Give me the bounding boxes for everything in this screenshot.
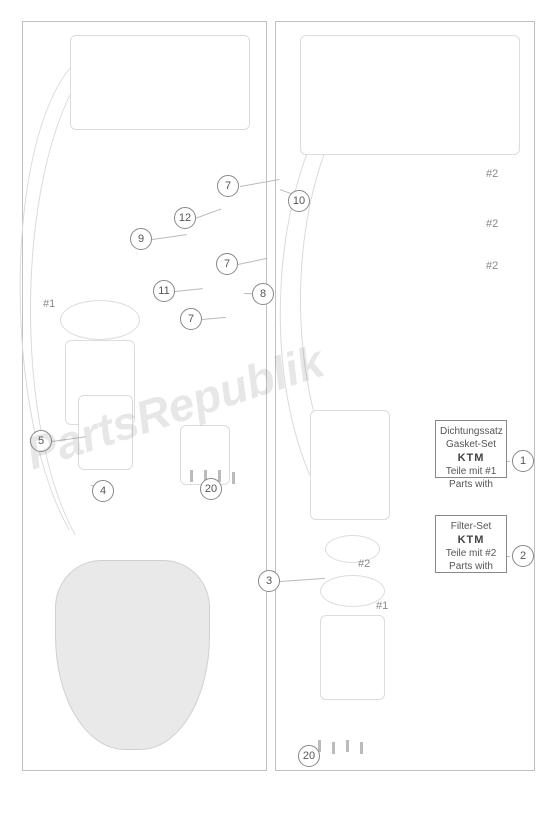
info-box-0: DichtungssatzGasket-SetKTMTeile mit #1Pa… (435, 420, 507, 478)
hash-ref-1: #1 (376, 600, 388, 612)
part-top-right-connector-lines (300, 35, 520, 155)
callout-20[interactable]: 20 (298, 745, 320, 767)
part-right-pump-assy (310, 410, 390, 520)
callout-7[interactable]: 7 (180, 308, 202, 330)
hash-ref-1: #1 (43, 298, 55, 310)
brand-logo: KTM (440, 451, 502, 465)
callout-7[interactable]: 7 (216, 253, 238, 275)
info-line: Teile mit #2 (440, 547, 502, 560)
callout-4[interactable]: 4 (92, 480, 114, 502)
info-line: Dichtungssatz (440, 425, 502, 438)
callout-1[interactable]: 1 (512, 450, 534, 472)
callout-2[interactable]: 2 (512, 545, 534, 567)
callout-5[interactable]: 5 (30, 430, 52, 452)
callout-8[interactable]: 8 (252, 283, 274, 305)
screw-5 (332, 742, 335, 754)
hash-ref-2: #2 (486, 260, 498, 272)
screw-3 (232, 472, 235, 484)
brand-logo: KTM (440, 533, 502, 547)
part-filter-sleeve (320, 615, 385, 700)
screw-0 (190, 470, 193, 482)
part-pump-top-oval (60, 300, 140, 340)
info-line: Filter-Set (440, 520, 502, 533)
hash-ref-2: #2 (486, 218, 498, 230)
callout-11[interactable]: 11 (153, 280, 175, 302)
info-line: Parts with (440, 478, 502, 491)
callout-7[interactable]: 7 (217, 175, 239, 197)
info-box-1: Filter-SetKTMTeile mit #2Parts with (435, 515, 507, 573)
part-filter-inset (78, 395, 133, 470)
info-line: Teile mit #1 (440, 465, 502, 478)
part-gasket-ring-2 (325, 535, 380, 563)
screw-6 (346, 740, 349, 752)
callout-3[interactable]: 3 (258, 570, 280, 592)
hash-ref-2: #2 (486, 168, 498, 180)
info-line: Gasket-Set (440, 438, 502, 451)
screw-7 (360, 742, 363, 754)
callout-10[interactable]: 10 (288, 190, 310, 212)
callout-12[interactable]: 12 (174, 207, 196, 229)
callout-20[interactable]: 20 (200, 478, 222, 500)
hash-ref-2: #2 (358, 558, 370, 570)
part-top-left-connector-lines (70, 35, 250, 130)
info-line: Parts with (440, 560, 502, 573)
callout-9[interactable]: 9 (130, 228, 152, 250)
